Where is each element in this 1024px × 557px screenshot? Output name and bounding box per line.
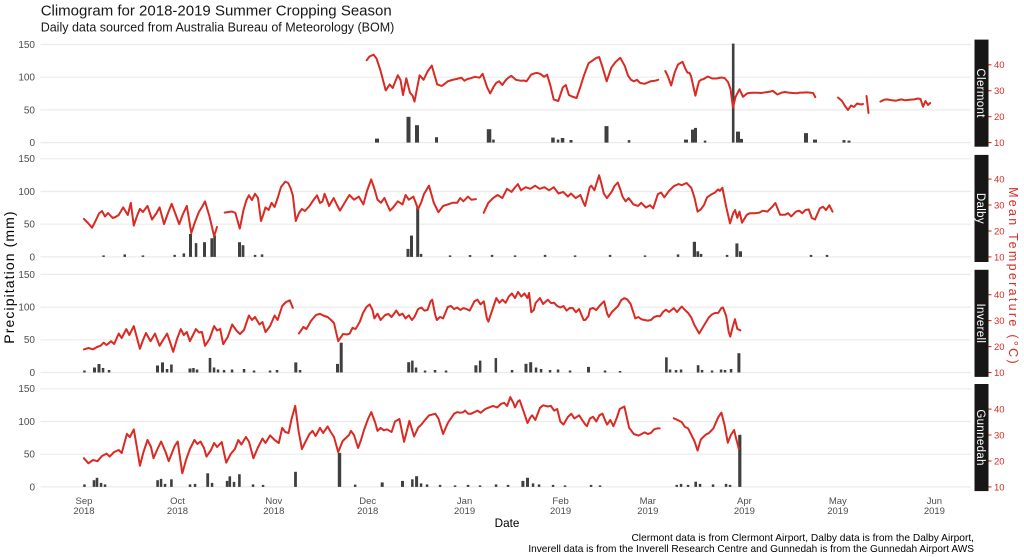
svg-text:10: 10 bbox=[994, 138, 1005, 149]
svg-text:0: 0 bbox=[29, 252, 35, 263]
svg-text:Dec: Dec bbox=[359, 496, 376, 507]
svg-text:2019: 2019 bbox=[550, 506, 571, 517]
svg-text:Sep: Sep bbox=[76, 496, 93, 507]
svg-text:20: 20 bbox=[994, 112, 1005, 123]
svg-text:150: 150 bbox=[18, 154, 35, 165]
svg-text:Date: Date bbox=[495, 517, 520, 530]
svg-text:2019: 2019 bbox=[924, 506, 945, 517]
svg-text:May: May bbox=[829, 496, 847, 507]
svg-text:2018: 2018 bbox=[73, 506, 94, 517]
svg-text:Nov: Nov bbox=[265, 496, 282, 507]
svg-text:30: 30 bbox=[994, 86, 1005, 97]
svg-text:150: 150 bbox=[18, 270, 35, 281]
svg-text:2019: 2019 bbox=[637, 506, 658, 517]
svg-text:Inverell data is from the Inve: Inverell data is from the Inverell Resea… bbox=[528, 544, 974, 555]
svg-text:40: 40 bbox=[994, 175, 1005, 186]
svg-text:50: 50 bbox=[24, 450, 36, 461]
svg-text:20: 20 bbox=[994, 342, 1005, 353]
svg-text:2019: 2019 bbox=[827, 506, 848, 517]
svg-text:40: 40 bbox=[994, 290, 1005, 301]
svg-text:20: 20 bbox=[994, 226, 1005, 237]
svg-text:Gunnedah: Gunnedah bbox=[974, 409, 986, 466]
svg-text:100: 100 bbox=[18, 417, 35, 428]
svg-text:Oct: Oct bbox=[170, 496, 185, 507]
svg-text:30: 30 bbox=[994, 316, 1005, 327]
svg-text:0: 0 bbox=[29, 368, 35, 379]
svg-text:Clermont: Clermont bbox=[974, 68, 986, 118]
svg-text:2019: 2019 bbox=[734, 506, 755, 517]
svg-text:Precipitation (mm): Precipitation (mm) bbox=[1, 210, 17, 343]
svg-text:Mean Temperature (°C): Mean Temperature (°C) bbox=[1006, 187, 1020, 366]
svg-text:50: 50 bbox=[24, 335, 36, 346]
svg-text:2019: 2019 bbox=[454, 506, 475, 517]
svg-text:40: 40 bbox=[994, 405, 1005, 416]
svg-text:10: 10 bbox=[994, 252, 1005, 263]
svg-text:Dalby: Dalby bbox=[974, 193, 986, 224]
svg-text:Apr: Apr bbox=[737, 496, 752, 507]
svg-text:Feb: Feb bbox=[552, 496, 568, 507]
svg-text:Mar: Mar bbox=[640, 496, 656, 507]
svg-text:Jan: Jan bbox=[457, 496, 472, 507]
svg-text:100: 100 bbox=[18, 73, 35, 84]
svg-text:2018: 2018 bbox=[357, 506, 378, 517]
svg-text:50: 50 bbox=[24, 220, 36, 231]
svg-text:150: 150 bbox=[18, 384, 35, 395]
svg-text:0: 0 bbox=[29, 482, 35, 493]
svg-text:10: 10 bbox=[994, 368, 1005, 379]
svg-text:40: 40 bbox=[994, 60, 1005, 71]
svg-text:2018: 2018 bbox=[263, 506, 284, 517]
svg-text:Inverell: Inverell bbox=[974, 303, 986, 343]
svg-text:Daily data sourced from Austra: Daily data sourced from Australia Bureau… bbox=[41, 20, 395, 34]
svg-text:20: 20 bbox=[994, 456, 1005, 467]
svg-text:Climogram for 2018-2019 Summer: Climogram for 2018-2019 Summer Cropping … bbox=[41, 2, 392, 19]
svg-text:Clermont data is from Clermont: Clermont data is from Clermont Airport, … bbox=[631, 533, 974, 544]
svg-text:100: 100 bbox=[18, 187, 35, 198]
svg-text:10: 10 bbox=[994, 482, 1005, 493]
svg-text:50: 50 bbox=[24, 105, 36, 116]
svg-text:2018: 2018 bbox=[167, 506, 188, 517]
svg-text:Jun: Jun bbox=[927, 496, 942, 507]
svg-text:30: 30 bbox=[994, 200, 1005, 211]
svg-text:30: 30 bbox=[994, 430, 1005, 441]
svg-text:0: 0 bbox=[29, 138, 35, 149]
svg-text:100: 100 bbox=[18, 303, 35, 314]
svg-text:150: 150 bbox=[18, 40, 35, 51]
